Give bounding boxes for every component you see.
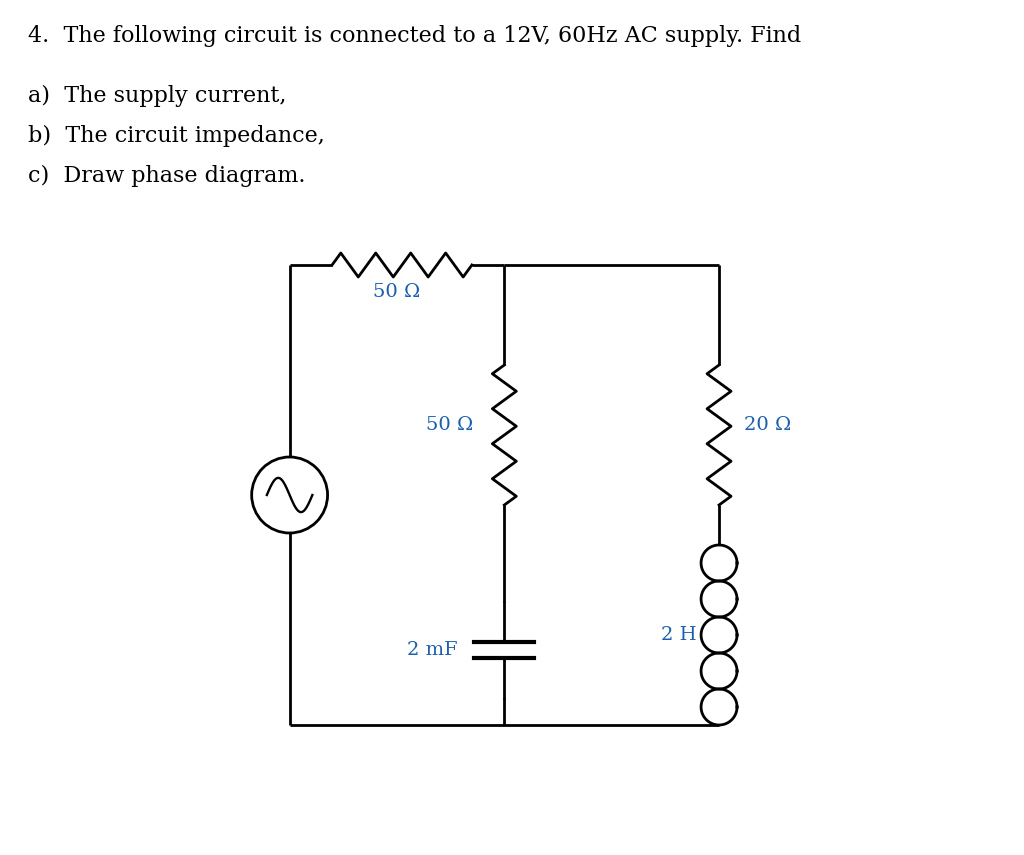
Text: 4.  The following circuit is connected to a 12V, 60Hz AC supply. Find: 4. The following circuit is connected to…: [28, 25, 801, 47]
Text: a)  The supply current,: a) The supply current,: [28, 85, 287, 107]
Text: 2 mF: 2 mF: [408, 641, 458, 659]
Text: 20 Ω: 20 Ω: [744, 416, 792, 434]
Text: b)  The circuit impedance,: b) The circuit impedance,: [28, 125, 325, 147]
Text: 50 Ω: 50 Ω: [426, 416, 473, 434]
Text: 50 Ω: 50 Ω: [374, 283, 421, 301]
Text: 2 H: 2 H: [662, 626, 697, 644]
Text: c)  Draw phase diagram.: c) Draw phase diagram.: [28, 165, 305, 187]
